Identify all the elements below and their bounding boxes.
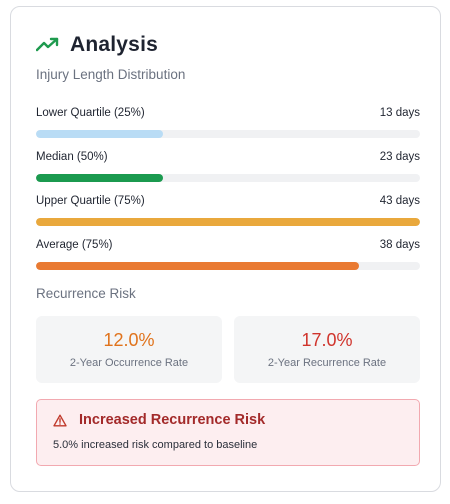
- warning-triangle-icon: [53, 414, 67, 427]
- metric-value: 38 days: [379, 239, 420, 251]
- alert-title: Increased Recurrence Risk: [79, 412, 266, 428]
- metric-label: Lower Quartile (25%): [36, 107, 145, 119]
- metric-value: 23 days: [379, 151, 420, 163]
- stat-card-occurrence: 12.0% 2-Year Occurrence Rate: [36, 316, 222, 383]
- metric-label: Average (75%): [36, 239, 113, 251]
- page-title: Analysis: [70, 33, 158, 56]
- metric-lower-quartile: Lower Quartile (25%) 13 days: [36, 105, 420, 138]
- progress-track: [36, 174, 420, 182]
- progress-fill: [36, 218, 420, 226]
- card-header: Analysis: [35, 31, 158, 59]
- stat-value: 12.0%: [103, 330, 155, 350]
- progress-fill: [36, 130, 163, 138]
- progress-track: [36, 130, 420, 138]
- trending-up-icon: [35, 37, 60, 53]
- risk-alert: Increased Recurrence Risk 5.0% increased…: [36, 399, 420, 466]
- metric-upper-quartile: Upper Quartile (75%) 43 days: [36, 193, 420, 226]
- distribution-section-title: Injury Length Distribution: [36, 67, 186, 82]
- metric-label: Upper Quartile (75%): [36, 195, 145, 207]
- progress-track: [36, 218, 420, 226]
- stat-caption: 2-Year Occurrence Rate: [69, 357, 189, 369]
- alert-text: 5.0% increased risk compared to baseline: [53, 439, 258, 451]
- stat-caption: 2-Year Recurrence Rate: [267, 357, 387, 369]
- metric-median: Median (50%) 23 days: [36, 149, 420, 182]
- metric-value: 13 days: [379, 107, 420, 119]
- progress-fill: [36, 174, 163, 182]
- stat-card-recurrence: 17.0% 2-Year Recurrence Rate: [234, 316, 420, 383]
- stat-value: 17.0%: [301, 330, 353, 350]
- metric-average: Average (75%) 38 days: [36, 237, 420, 270]
- recurrence-section-title: Recurrence Risk: [36, 286, 136, 301]
- progress-fill: [36, 262, 359, 270]
- metric-value: 43 days: [379, 195, 420, 207]
- analysis-card: Analysis Injury Length Distribution Lowe…: [10, 6, 441, 492]
- progress-track: [36, 262, 420, 270]
- metric-label: Median (50%): [36, 151, 108, 163]
